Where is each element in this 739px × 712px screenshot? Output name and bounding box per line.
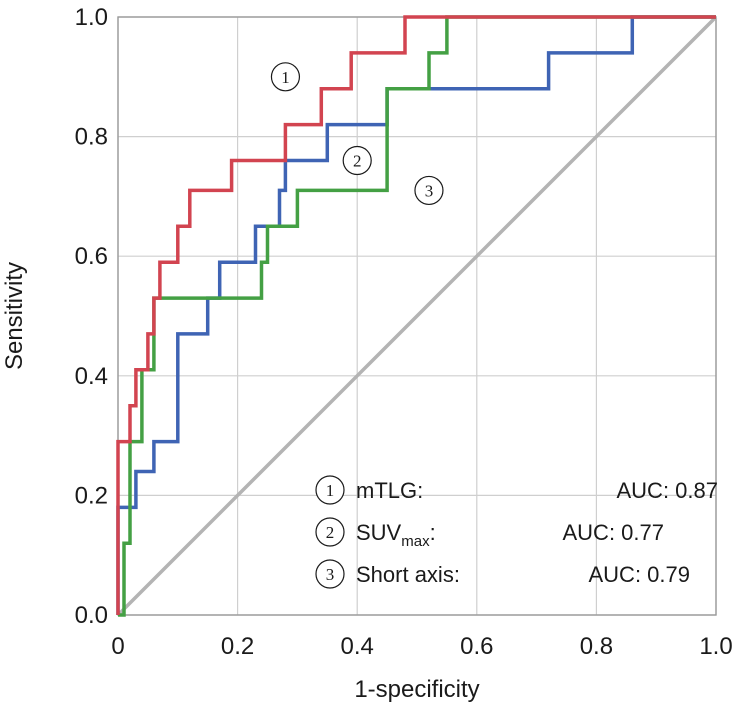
y-tick-label: 0.8 <box>75 124 108 151</box>
legend-auc: AUC: 0.79 <box>589 562 691 587</box>
chance-line <box>116 15 718 617</box>
reference-diagonal <box>116 15 718 617</box>
x-tick-labels: 0 0.2 0.4 0.6 0.8 1.0 <box>111 633 732 660</box>
legend-name-sub: max <box>401 533 430 550</box>
annotation-number: 2 <box>353 152 362 171</box>
legend-marker-number: 1 <box>326 481 335 500</box>
legend-name-suffix: : <box>430 520 436 545</box>
x-tick-label: 0.4 <box>341 633 374 660</box>
legend-name-main: SUV <box>356 520 402 545</box>
curve-annotations: 1 2 3 <box>270 62 444 206</box>
legend-name: mTLG: <box>356 478 423 503</box>
y-tick-label: 1.0 <box>75 4 108 31</box>
y-tick-label: 0.6 <box>75 243 108 270</box>
x-tick-label: 0 <box>111 633 124 660</box>
legend-marker-circle <box>315 559 345 589</box>
annotation-number: 1 <box>281 68 290 87</box>
x-tick-label: 0.6 <box>460 633 493 660</box>
annotation-circle <box>270 62 301 92</box>
y-tick-label: 0.4 <box>75 363 108 390</box>
y-axis-label: Sensitivity <box>1 262 28 370</box>
roc-curve-3 <box>118 15 716 617</box>
legend-auc: AUC: 0.77 <box>563 520 665 545</box>
y-tick-label: 0.2 <box>75 482 108 509</box>
legend-marker-number: 3 <box>326 565 335 584</box>
legend-marker-number: 2 <box>326 523 335 542</box>
y-tick-labels: 0.0 0.2 0.4 0.6 0.8 1.0 <box>75 4 108 629</box>
grid-lines <box>117 16 717 616</box>
legend-name: SUVmax: <box>356 520 436 550</box>
legend-item-2: 2 SUVmax: AUC: 0.77 <box>315 517 665 550</box>
y-tick-label: 0.0 <box>75 602 108 629</box>
annotation-circle <box>414 175 444 206</box>
roc-curve-1 <box>116 15 716 615</box>
x-axis-label: 1-specificity <box>354 676 479 703</box>
legend-auc: AUC: 0.87 <box>617 478 719 503</box>
annotation-number: 3 <box>425 181 434 200</box>
legend-marker-circle <box>315 475 345 505</box>
annotation-circle <box>342 145 372 176</box>
legend-marker-circle <box>315 517 345 547</box>
roc-curve-2 <box>116 15 716 615</box>
legend: 1 mTLG: AUC: 0.87 2 SUVmax: AUC: 0.77 3 Short a… <box>315 475 719 589</box>
x-tick-label: 1.0 <box>699 633 732 660</box>
x-tick-label: 0.2 <box>221 633 254 660</box>
legend-name: Short axis: <box>356 562 460 587</box>
x-tick-label: 0.8 <box>580 633 613 660</box>
legend-item-3: 3 Short axis: AUC: 0.79 <box>315 559 691 589</box>
roc-curves <box>116 15 716 617</box>
legend-item-1: 1 mTLG: AUC: 0.87 <box>315 475 719 505</box>
